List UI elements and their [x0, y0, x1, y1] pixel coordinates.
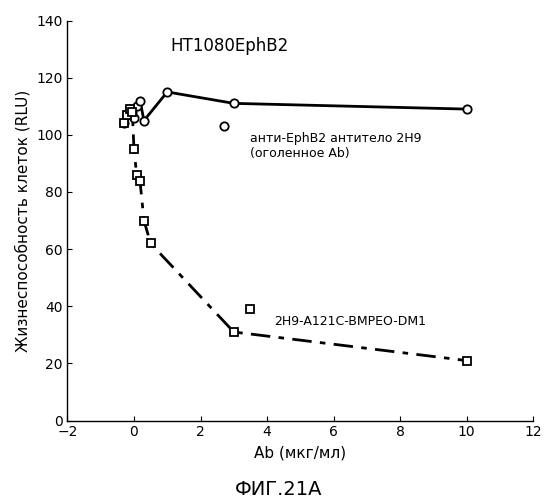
- Y-axis label: Жизнеспособность клеток (RLU): Жизнеспособность клеток (RLU): [15, 90, 31, 352]
- X-axis label: Ab (мкг/мл): Ab (мкг/мл): [254, 445, 346, 460]
- Text: ФИГ.21A: ФИГ.21A: [234, 480, 323, 499]
- Text: 2H9-A121C-BMPEO-DM1: 2H9-A121C-BMPEO-DM1: [273, 315, 426, 328]
- Text: анти-EphB2 антитело 2H9
(оголенное Ab): анти-EphB2 антитело 2H9 (оголенное Ab): [251, 132, 422, 160]
- Text: HT1080EphB2: HT1080EphB2: [170, 36, 288, 54]
